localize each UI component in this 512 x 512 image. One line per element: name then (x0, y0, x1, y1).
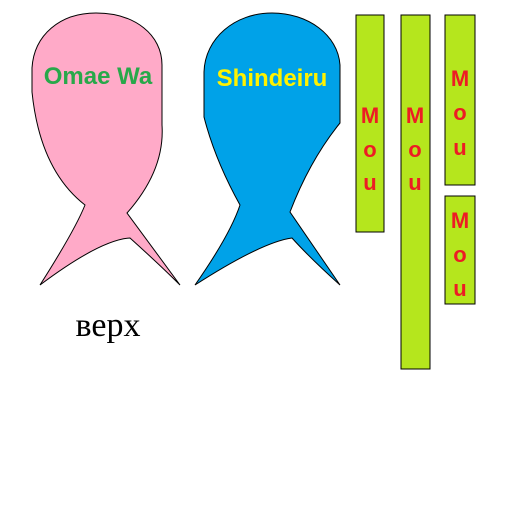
mou-bar-2-letter-u: u (408, 170, 421, 195)
mou-bar-1-letter-o: o (363, 137, 376, 162)
mou-bar-1-letter-u: u (363, 170, 376, 195)
blue-figure: Shindeiru (194, 12, 341, 286)
blue-figure-label: Shindeiru (217, 65, 328, 92)
mou-bar-3-letter-u: u (453, 135, 466, 160)
mou-bar-3-rect (444, 14, 476, 186)
pink-figure-label: Omae Wa (44, 63, 153, 90)
mou-bar-2-rect (400, 14, 431, 370)
mou-bar-2-letter-o: o (408, 137, 421, 162)
mou-bar-4-rect (444, 195, 476, 305)
mou-bar-3-letter-o: o (453, 100, 466, 125)
mou-bar-4-letter-o: o (453, 242, 466, 267)
mou-bar-4-letter-m: M (451, 208, 469, 233)
mou-bar-3: M o u (444, 14, 476, 186)
mou-bar-1-letter-m: M (361, 103, 379, 128)
mou-bar-1-rect (355, 14, 385, 233)
caption-text: верх (76, 307, 141, 344)
mou-bar-2: M o u (400, 14, 431, 370)
mou-bar-2-letter-m: M (406, 103, 424, 128)
pink-figure-shape (31, 12, 181, 286)
mou-bar-4: M o u (444, 195, 476, 305)
mou-bar-3-letter-m: M (451, 66, 469, 91)
pink-figure: Omae Wa (31, 12, 181, 286)
mou-bar-4-letter-u: u (453, 276, 466, 301)
mou-bar-1: M o u (355, 14, 385, 233)
blue-figure-shape (194, 12, 341, 286)
